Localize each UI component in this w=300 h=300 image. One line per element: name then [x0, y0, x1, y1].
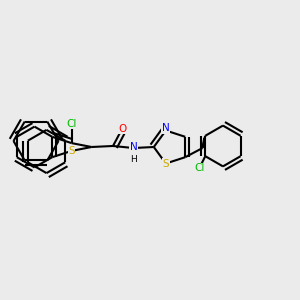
Text: S: S [68, 146, 75, 156]
Text: Cl: Cl [194, 164, 204, 173]
Text: N: N [130, 142, 137, 152]
Text: S: S [163, 158, 169, 169]
Text: O: O [118, 124, 126, 134]
Text: Cl: Cl [66, 119, 77, 129]
Text: N: N [162, 124, 170, 134]
Text: H: H [130, 155, 137, 164]
